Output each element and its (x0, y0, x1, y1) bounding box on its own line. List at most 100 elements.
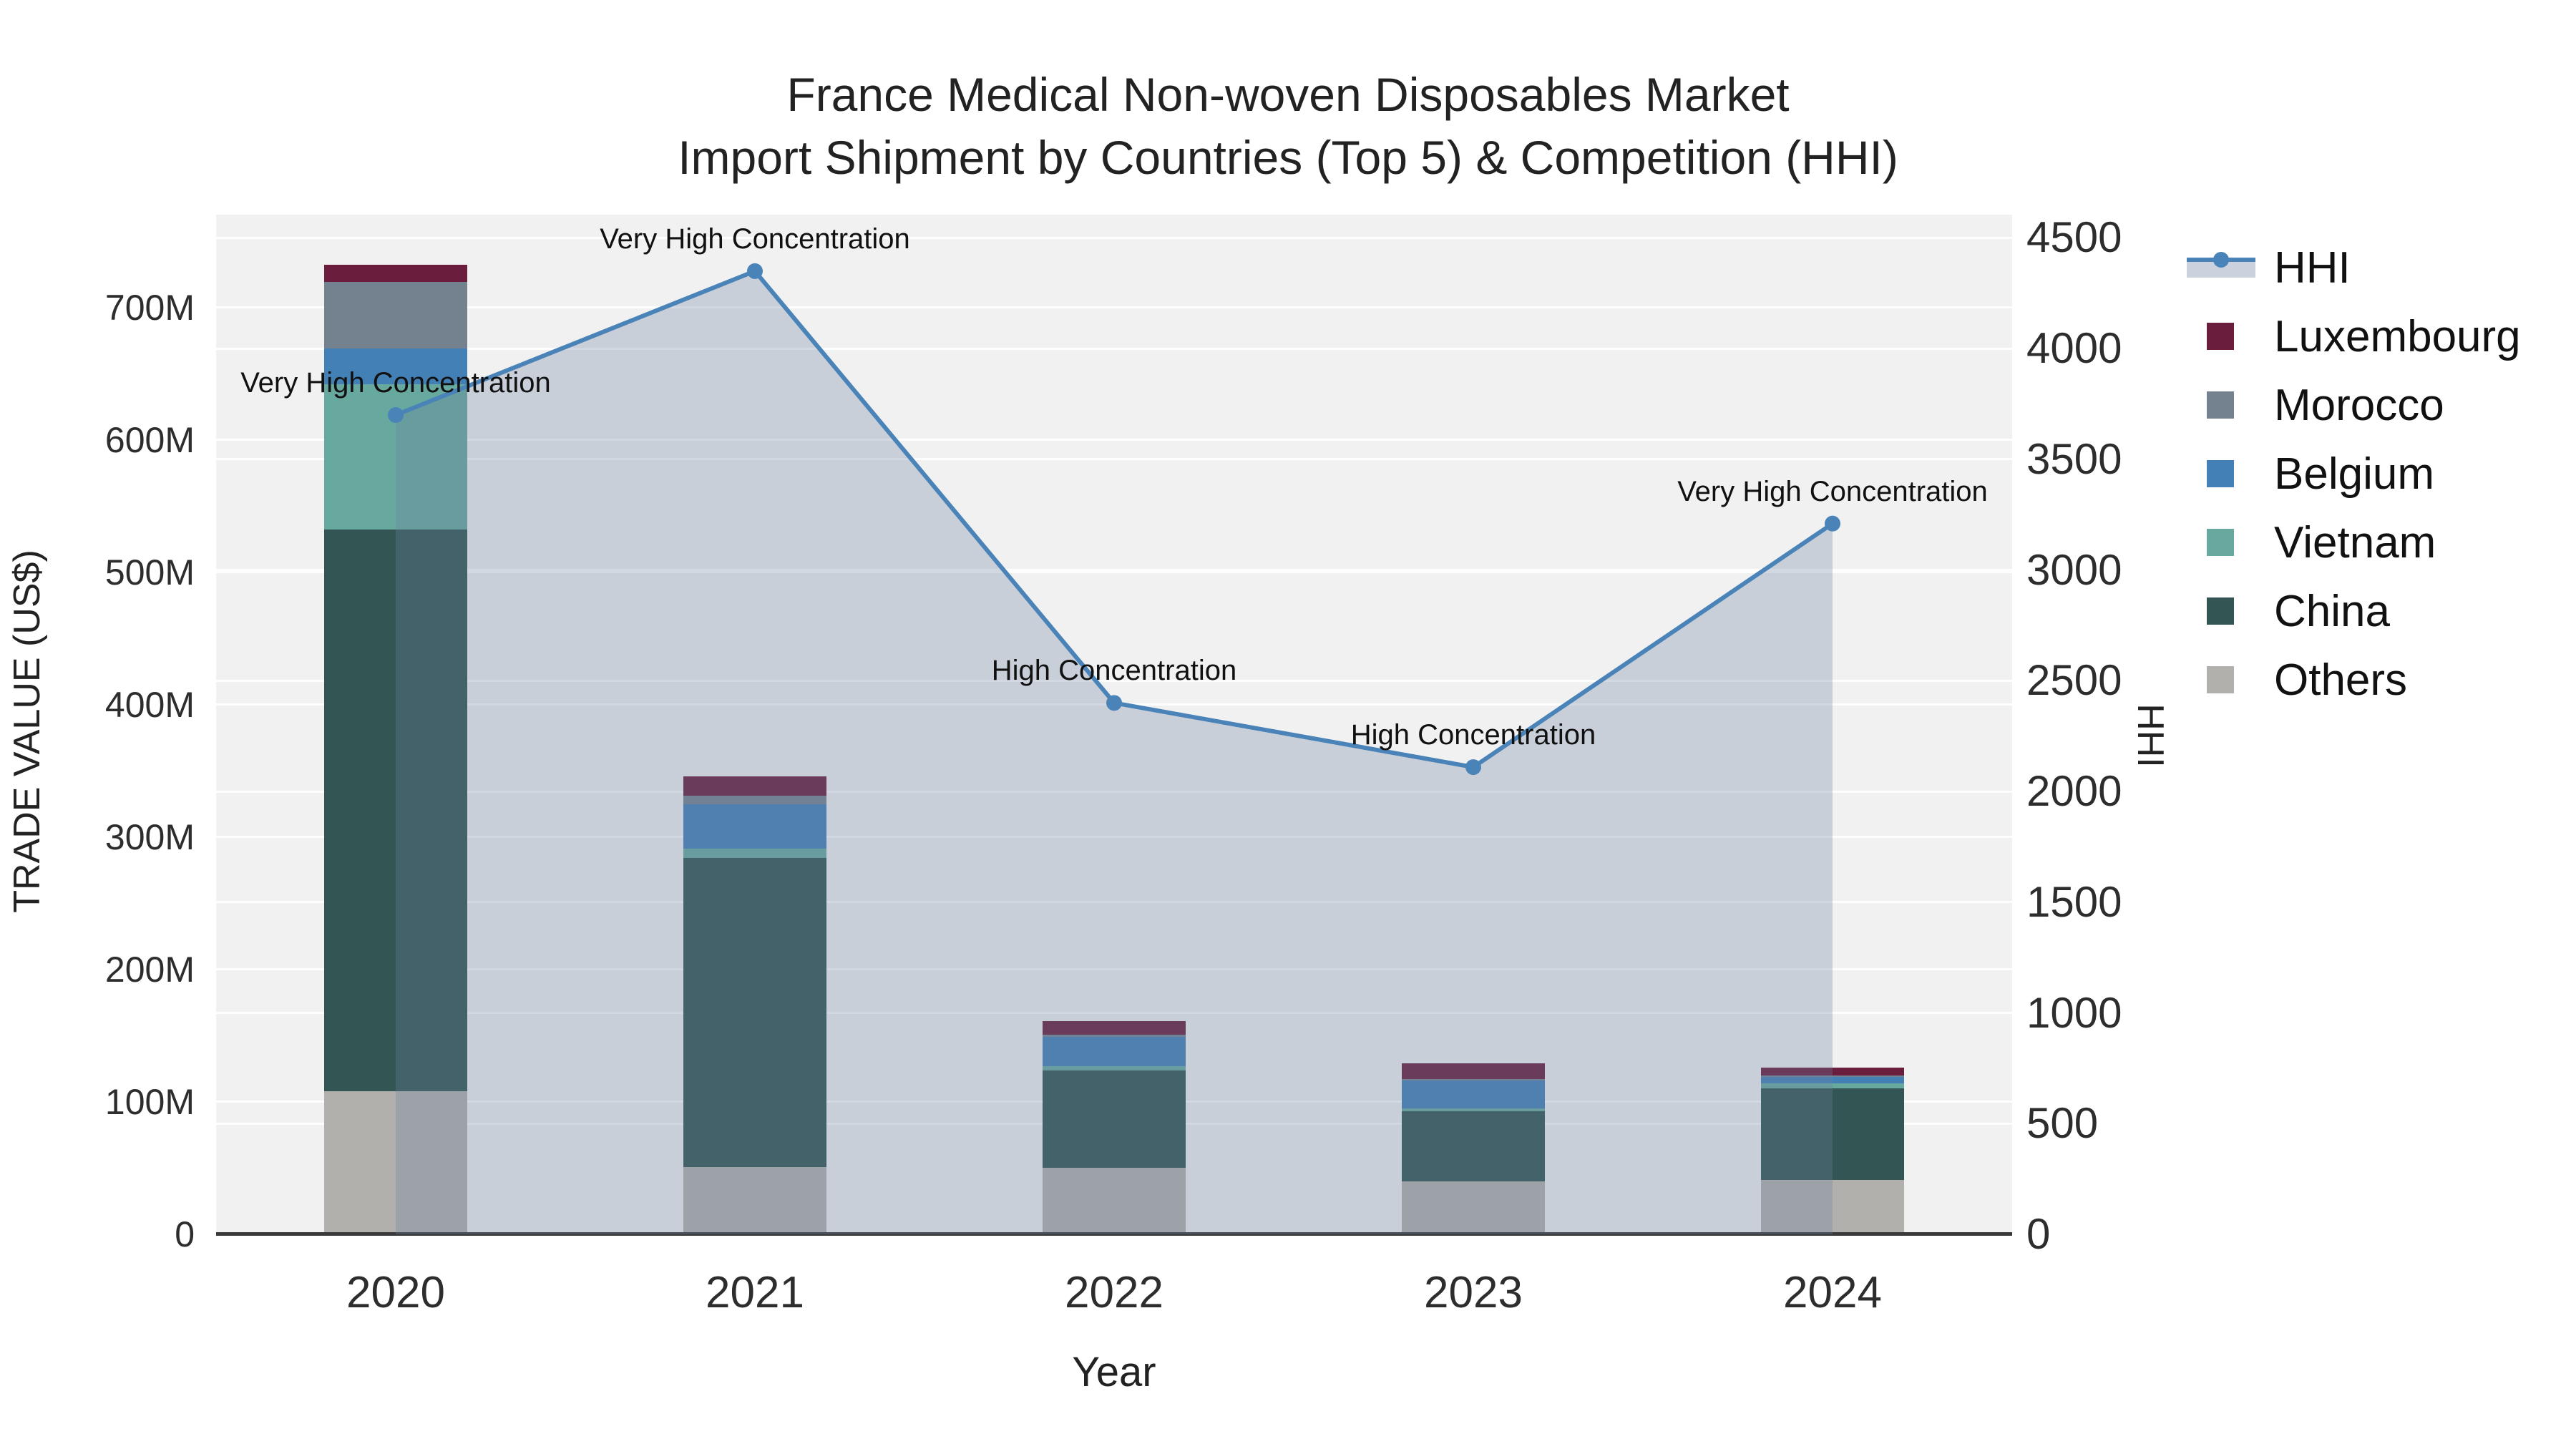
y-tick-100M: 100M (104, 1081, 195, 1122)
bar-segment-china-2024 (1761, 1088, 1904, 1181)
bar-segment-others-2021 (683, 1166, 826, 1234)
x-tick-2021: 2021 (706, 1268, 804, 1317)
bar-segment-china-2020 (324, 530, 467, 1092)
bar-segment-china-2021 (683, 858, 826, 1167)
y2-tick-2500: 2500 (2026, 656, 2122, 705)
gridline-y2-1000 (216, 1012, 2012, 1015)
bar-segment-luxembourg-2022 (1043, 1021, 1186, 1035)
legend-label-others: Others (2274, 655, 2408, 705)
gridline-y2-2000 (216, 790, 2012, 793)
bar-segment-luxembourg-2021 (683, 776, 826, 796)
chart-title: France Medical Non-woven Disposables Mar… (0, 63, 2576, 189)
gridline-y2-4000 (216, 347, 2012, 350)
gridline-y2-3500 (216, 458, 2012, 461)
vietnam-legend-swatch-icon (2187, 528, 2258, 557)
bar-segment-vietnam-2023 (1402, 1108, 1545, 1111)
bar-segment-morocco-2021 (683, 796, 826, 804)
x-axis-title: Year (1072, 1349, 1156, 1395)
legend: HHI Luxembourg Morocco Belgium Vietnam China O… (2187, 233, 2521, 714)
y-tick-300M: 300M (104, 816, 195, 857)
china-legend-swatch-icon (2187, 597, 2258, 625)
luxembourg-color-swatch (2207, 323, 2234, 350)
chart-title-line2: Import Shipment by Countries (Top 5) & C… (678, 131, 1898, 184)
annotation-2024: Very High Concentration (1677, 475, 1988, 507)
annotation-2021: Very High Concentration (600, 223, 910, 255)
belgium-legend-swatch-icon (2187, 459, 2258, 488)
y-tick-600M: 600M (104, 419, 195, 460)
y2-tick-4500: 4500 (2026, 213, 2122, 262)
y2-tick-0: 0 (2026, 1210, 2051, 1258)
legend-label-morocco: Morocco (2274, 380, 2444, 430)
x-tick-2020: 2020 (346, 1268, 445, 1317)
hhi-area-fill (396, 270, 1833, 1234)
y2-tick-4000: 4000 (2026, 324, 2122, 373)
y2-tick-3500: 3500 (2026, 434, 2122, 483)
bar-segment-morocco-2023 (1402, 1079, 1545, 1081)
legend-label-belgium: Belgium (2274, 449, 2434, 499)
legend-label-luxembourg: Luxembourg (2274, 311, 2521, 361)
annotation-2022: High Concentration (991, 655, 1237, 687)
hhi-marker-2021 (747, 263, 763, 279)
x-tick-2024: 2024 (1783, 1268, 1882, 1317)
legend-item-morocco: Morocco (2187, 371, 2521, 439)
y-tick-700M: 700M (104, 287, 195, 328)
luxembourg-legend-swatch-icon (2187, 322, 2258, 351)
bar-segment-others-2022 (1043, 1168, 1186, 1234)
annotation-2023: High Concentration (1350, 719, 1596, 751)
y2-tick-2000: 2000 (2026, 767, 2122, 816)
gridline-y2-3000 (216, 569, 2012, 572)
bar-segment-luxembourg-2020 (324, 265, 467, 283)
legend-label-china: China (2274, 586, 2390, 636)
legend-item-belgium: Belgium (2187, 439, 2521, 508)
bar-segment-belgium-2021 (683, 804, 826, 849)
bar-segment-luxembourg-2024 (1761, 1067, 1904, 1075)
x-tick-2022: 2022 (1065, 1268, 1163, 1317)
y2-axis-title: HHI (2129, 703, 2171, 768)
china-color-swatch (2207, 597, 2234, 625)
bar-segment-others-2024 (1761, 1180, 1904, 1234)
bar-segment-others-2023 (1402, 1181, 1545, 1234)
bar-segment-belgium-2020 (324, 348, 467, 384)
y2-tick-500: 500 (2026, 1099, 2099, 1148)
bar-segment-vietnam-2021 (683, 849, 826, 859)
y2-tick-1000: 1000 (2026, 988, 2122, 1037)
bar-segment-china-2022 (1043, 1070, 1186, 1169)
legend-item-vietnam: Vietnam (2187, 508, 2521, 577)
legend-item-hhi: HHI (2187, 233, 2521, 302)
vietnam-color-swatch (2207, 529, 2234, 556)
hhi-legend-line-icon (2187, 252, 2258, 282)
x-axis-line (216, 1232, 2012, 1236)
legend-item-others: Others (2187, 645, 2521, 714)
morocco-color-swatch (2207, 391, 2234, 419)
gridline-y-700 (216, 306, 2012, 309)
plot-area: Very High Concentration Very High Concent… (216, 215, 2012, 1236)
gridline-y2-1500 (216, 901, 2012, 904)
bar-segment-others-2020 (324, 1091, 467, 1234)
bar-segment-china-2023 (1402, 1111, 1545, 1181)
y-tick-400M: 400M (104, 684, 195, 725)
hhi-marker-2024 (1825, 515, 1840, 532)
y2-tick-3000: 3000 (2026, 545, 2122, 594)
legend-item-china: China (2187, 577, 2521, 645)
bar-segment-morocco-2020 (324, 282, 467, 348)
gridline-y2-4500 (216, 236, 2012, 239)
chart-title-line1: France Medical Non-woven Disposables Mar… (786, 68, 1790, 121)
gridline-y-600 (216, 439, 2012, 441)
gridline-y2-2500 (216, 679, 2012, 682)
gridline-y-200 (216, 968, 2012, 971)
legend-label-hhi: HHI (2274, 243, 2351, 293)
gridline-y-300 (216, 836, 2012, 839)
hhi-marker-2023 (1465, 759, 1481, 776)
bar-segment-belgium-2022 (1043, 1037, 1186, 1066)
annotation-2020: Very High Concentration (240, 367, 551, 399)
bar-segment-vietnam-2024 (1761, 1083, 1904, 1089)
morocco-legend-swatch-icon (2187, 391, 2258, 419)
bar-segment-belgium-2023 (1402, 1080, 1545, 1109)
y-tick-0: 0 (175, 1214, 195, 1254)
legend-item-luxembourg: Luxembourg (2187, 302, 2521, 371)
bar-segment-vietnam-2022 (1043, 1065, 1186, 1070)
bar-segment-morocco-2022 (1043, 1034, 1186, 1038)
y2-tick-1500: 1500 (2026, 877, 2122, 926)
belgium-color-swatch (2207, 460, 2234, 487)
